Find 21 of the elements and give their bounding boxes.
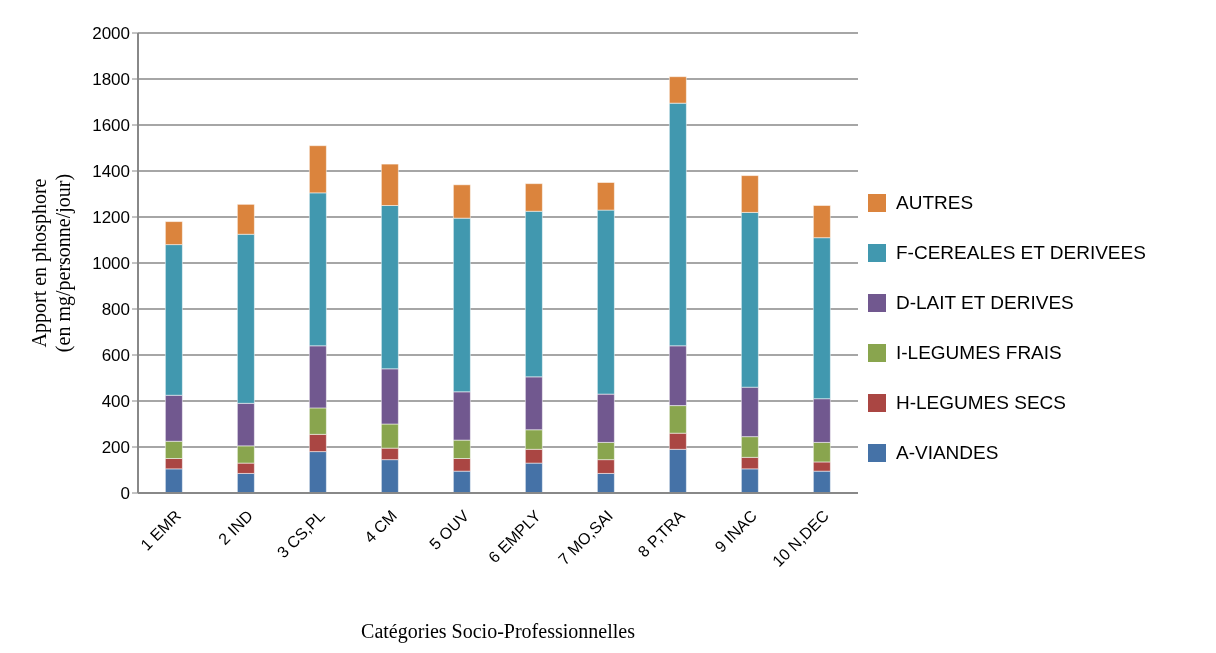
y-tick-label: 1000	[92, 254, 130, 274]
y-tick-label: 400	[101, 392, 130, 412]
legend-label: F-CEREALES ET DERIVEES	[896, 242, 1146, 264]
y-tick-label: 1200	[92, 208, 130, 228]
legend-label: AUTRES	[896, 192, 974, 214]
y-tick-label: 1600	[92, 116, 130, 136]
x-axis-title: Catégories Socio-Professionnelles	[361, 620, 636, 643]
y-tick-label: 2000	[92, 24, 130, 44]
y-tick-label: 0	[120, 484, 130, 504]
legend-label: I-LEGUMES FRAIS	[896, 342, 1062, 364]
legend-label: H-LEGUMES SECS	[896, 392, 1066, 414]
y-tick-label: 800	[101, 300, 130, 320]
legend-label: A-VIANDES	[896, 442, 999, 464]
x-tick-label: 4 CM	[360, 507, 401, 547]
y-tick-label: 200	[101, 438, 130, 458]
x-tick-label: 2 IND	[215, 507, 257, 548]
legend-label: D-LAIT ET DERIVES	[896, 292, 1074, 314]
y-tick-label: 1800	[92, 70, 130, 90]
y-tick-label: 600	[101, 346, 130, 366]
y-tick-label: 1400	[92, 162, 130, 182]
y-axis-title: Apport en phosphore (en mg/personne/jour)	[28, 173, 75, 353]
